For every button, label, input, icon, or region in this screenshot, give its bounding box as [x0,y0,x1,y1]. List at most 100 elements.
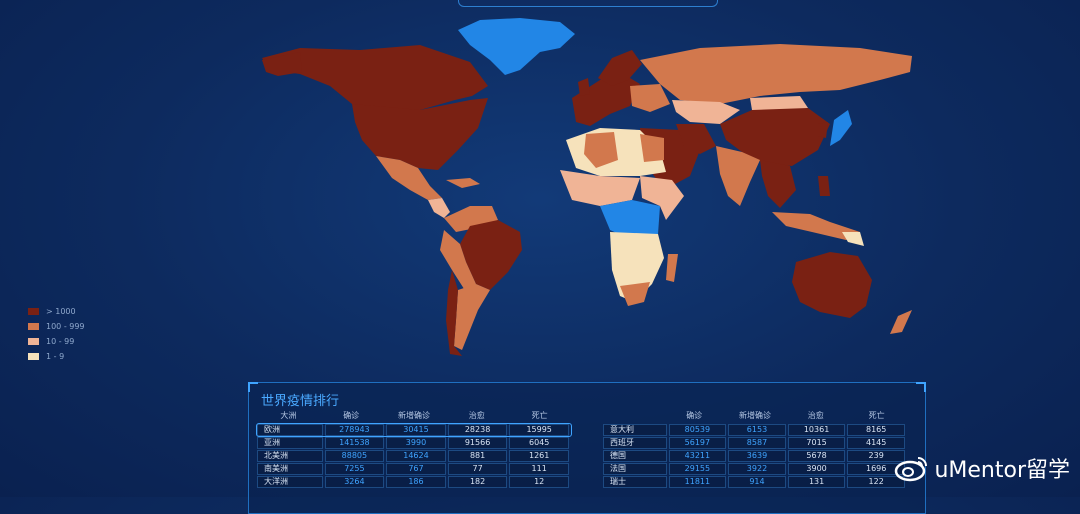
panel-corner [916,382,926,392]
cell-confirmed: 278943 [324,424,385,436]
header-continent[interactable]: 大洲 [280,411,297,420]
panel-corner [248,382,258,392]
legend-item[interactable]: 10 - 99 [28,334,85,349]
region-east-africa [640,176,684,220]
region-korea [818,122,828,138]
region-colombia-venezuela [444,206,498,232]
table-row[interactable]: 南美洲 7255 767 77 111 [257,463,571,475]
cell-cured: 3900 [787,463,846,475]
cell-new-confirmed: 3990 [386,437,446,449]
legend-item[interactable]: 1 - 9 [28,349,85,364]
header-cured[interactable]: 治愈 [807,411,824,420]
cell-cured: 881 [447,450,508,462]
legend-label: 1 - 9 [46,352,65,361]
legend-label: 100 - 999 [46,322,85,331]
header-deaths[interactable]: 死亡 [868,411,885,420]
cell-name: 瑞士 [603,476,667,488]
legend-label: > 1000 [46,307,76,316]
legend-item[interactable]: 100 - 999 [28,319,85,334]
region-alaska [262,52,302,76]
region-eastern-europe [630,84,670,112]
region-algeria [584,132,618,168]
table-row[interactable]: 北美洲 88805 14624 881 1261 [257,450,571,462]
cell-new-confirmed: 3639 [728,450,786,462]
region-madagascar [666,254,678,282]
legend-swatch [28,308,39,315]
header-confirmed[interactable]: 确诊 [686,411,703,420]
header-new-confirmed[interactable]: 新增确诊 [738,411,771,420]
cell-confirmed: 7255 [324,463,385,475]
cell-deaths: 239 [847,450,905,462]
header-cured[interactable]: 治愈 [468,411,485,420]
ranking-panel: 世界疫情排行 大洲 确诊 新增确诊 治愈 死亡 欧洲 278943 30415 … [248,382,926,514]
cell-new-confirmed: 30415 [386,424,446,436]
table-header: 确诊 新增确诊 治愈 死亡 [603,409,907,423]
header-deaths[interactable]: 死亡 [531,411,548,420]
cell-cured: 91566 [447,437,508,449]
legend-item[interactable]: > 1000 [28,304,85,319]
region-iran [676,124,716,154]
table-row[interactable]: 意大利 80539 6153 10361 8165 [603,424,907,436]
region-india [716,146,760,206]
region-southern-africa [610,232,664,302]
cell-new-confirmed: 914 [728,476,786,488]
cell-cured: 182 [447,476,508,488]
region-philippines [818,176,830,196]
cell-name: 法国 [603,463,667,475]
country-table: 确诊 新增确诊 治愈 死亡 意大利 80539 6153 10361 8165 … [603,409,907,488]
cell-name: 西班牙 [603,437,667,449]
table-row[interactable]: 西班牙 56197 8587 7015 4145 [603,437,907,449]
region-usa [352,98,488,170]
panel-title: 世界疫情排行 [261,394,340,409]
cell-cured: 7015 [787,437,846,449]
region-western-europe [572,72,640,126]
cell-confirmed: 56197 [668,437,727,449]
region-canada [262,45,488,112]
continent-table: 大洲 确诊 新增确诊 治愈 死亡 欧洲 278943 30415 28238 1… [256,409,572,488]
cell-confirmed: 11811 [668,476,727,488]
cell-new-confirmed: 8587 [728,437,786,449]
region-argentina [454,284,490,350]
region-brazil [460,220,522,290]
cell-deaths: 122 [847,476,905,488]
header-confirmed[interactable]: 确诊 [343,411,360,420]
cell-deaths: 111 [509,463,569,475]
region-southeast-asia [760,160,796,208]
cell-cured: 28238 [447,424,508,436]
cell-name: 德国 [603,450,667,462]
cell-name: 北美洲 [257,450,323,462]
cell-deaths: 8165 [847,424,905,436]
cell-cured: 5678 [787,450,846,462]
table-row[interactable]: 亚洲 141538 3990 91566 6045 [257,437,571,449]
legend-swatch [28,353,39,360]
region-egypt [640,134,664,162]
table-row[interactable]: 瑞士 11811 914 131 122 [603,476,907,488]
cell-name: 南美洲 [257,463,323,475]
cell-cured: 131 [787,476,846,488]
map-legend: > 1000 100 - 999 10 - 99 1 - 9 [28,304,85,364]
cell-cured: 10361 [787,424,846,436]
cell-cured: 77 [447,463,508,475]
region-png [842,232,864,246]
region-central-america [428,198,450,218]
region-chile [446,270,462,356]
table-row[interactable]: 欧洲 278943 30415 28238 15995 [256,423,572,437]
header-new-confirmed[interactable]: 新增确诊 [397,411,430,420]
region-new-zealand [890,310,912,334]
cell-confirmed: 141538 [324,437,385,449]
cell-new-confirmed: 14624 [386,450,446,462]
table-row[interactable]: 法国 29155 3922 3900 1696 [603,463,907,475]
cell-deaths: 4145 [847,437,905,449]
cell-deaths: 15995 [509,424,569,436]
cell-name: 欧洲 [257,424,323,436]
cell-deaths: 12 [509,476,569,488]
table-row[interactable]: 大洋洲 3264 186 182 12 [257,476,571,488]
header-country[interactable] [603,409,664,423]
region-peru-bolivia [440,230,476,292]
watermark: uMentor留学 [894,452,1070,484]
world-map[interactable] [0,0,1080,380]
legend-swatch [28,338,39,345]
table-row[interactable]: 德国 43211 3639 5678 239 [603,450,907,462]
cell-name: 意大利 [603,424,667,436]
region-central-africa [600,200,660,240]
